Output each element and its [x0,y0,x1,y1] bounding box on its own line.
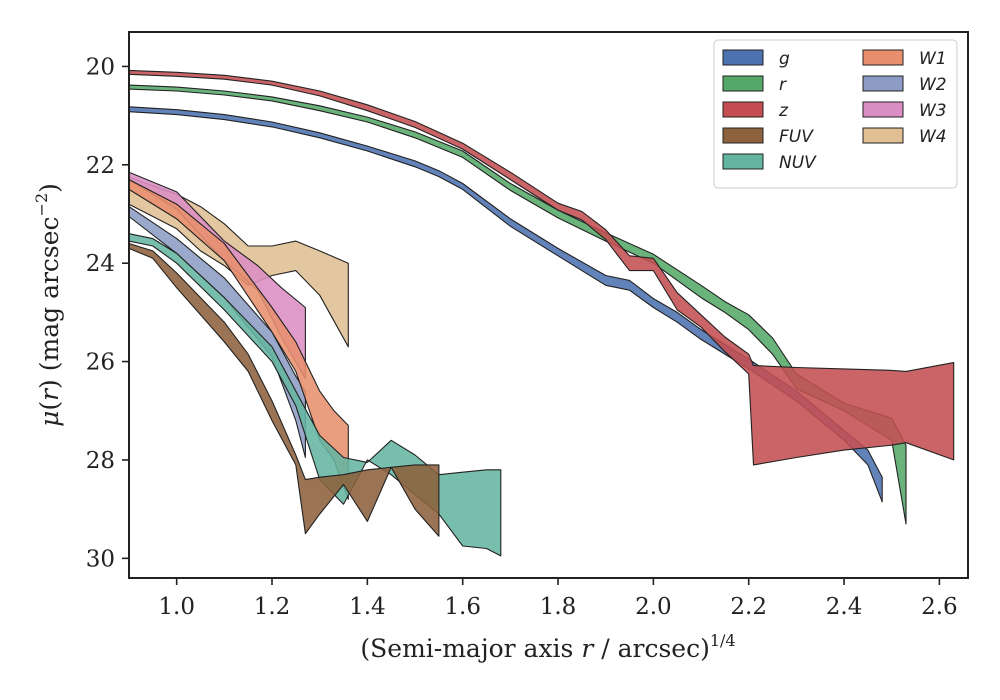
x-tick-label: 2.0 [635,594,672,620]
legend-label-w4: W4 [919,127,947,147]
x-tick-label: 1.6 [444,594,481,620]
legend-swatch-r [722,75,764,92]
legend-swatch-g [722,49,764,66]
legend-swatch-nuv [722,153,764,170]
plot-frame [128,31,969,579]
legend-label-g: g [779,49,790,69]
y-axis-label: μ(r) (mag arcsec−2) [32,183,64,427]
legend-label-w3: W3 [919,101,947,121]
legend-swatch-w4 [862,127,904,144]
y-tick-label: 24 [86,251,115,277]
legend-swatch-z [722,101,764,118]
y-tick-label: 30 [86,546,115,572]
legend-label-fuv: FUV [779,127,814,147]
series-bands [128,69,955,557]
y-tick-label: 20 [86,54,115,80]
legend-swatch-w3 [862,101,904,118]
y-tick-label: 28 [86,448,115,474]
legend-label-nuv: NUV [779,153,817,173]
x-tick-label: 2.2 [730,594,767,620]
x-axis-ticks: 1.0 1.2 1.4 1.6 1.8 2.0 2.2 2.4 2.6 [158,578,958,620]
legend: grz FUV NUV W1 W2 W3 W4 [713,39,958,189]
legend-label-w1: W1 [919,49,947,69]
legend-label-w2: W2 [919,75,947,95]
band-z [128,69,955,466]
band-r [128,84,907,525]
x-tick-label: 2.4 [826,594,863,620]
band-w1 [128,179,349,500]
legend-swatch-w1 [862,49,904,66]
band-g [128,106,883,503]
legend-swatch-fuv [722,127,764,144]
band-fuv [128,242,440,537]
x-axis-label: (Semi-major axis r / arcsec)1/4 [360,631,735,663]
x-tick-label: 2.6 [921,594,958,620]
x-tick-label: 1.8 [540,594,577,620]
y-axis-ticks: 20 22 24 26 28 30 [86,54,129,572]
y-tick-label: 22 [86,153,115,179]
legend-swatch-w2 [862,75,904,92]
y-tick-label: 26 [86,350,115,376]
x-tick-label: 1.0 [158,594,195,620]
x-tick-label: 1.4 [349,594,386,620]
legend-label-z: z [778,101,789,121]
legend-label-r: r [779,75,787,95]
x-tick-label: 1.2 [254,594,291,620]
